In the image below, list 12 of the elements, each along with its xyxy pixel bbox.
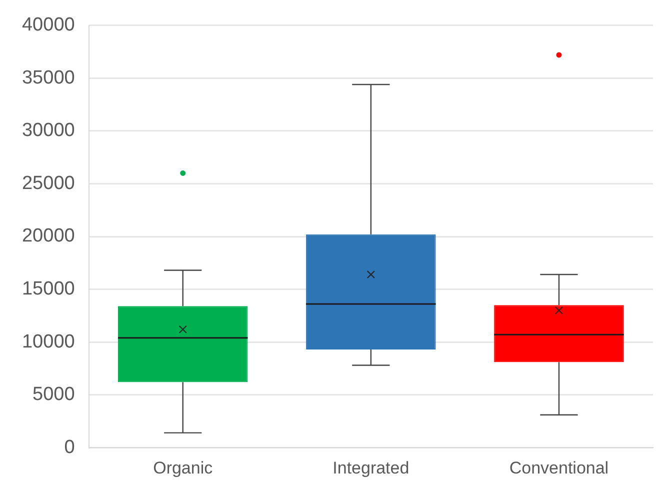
y-tick-label: 30000 bbox=[22, 120, 75, 142]
y-tick-label: 20000 bbox=[22, 226, 75, 247]
x-tick-label: Conventional bbox=[509, 458, 609, 478]
y-tick-label: 5000 bbox=[32, 384, 75, 406]
y-tick-label: 0 bbox=[64, 436, 75, 458]
y-tick-label: 10000 bbox=[22, 331, 75, 352]
y-tick-label: 40000 bbox=[22, 14, 75, 36]
y-tick-label: 15000 bbox=[22, 278, 75, 300]
x-tick-label: Integrated bbox=[332, 458, 410, 478]
y-tick-label: 25000 bbox=[22, 172, 75, 194]
y-tick-label: 35000 bbox=[22, 67, 75, 88]
x-tick-label: Organic bbox=[153, 458, 214, 478]
